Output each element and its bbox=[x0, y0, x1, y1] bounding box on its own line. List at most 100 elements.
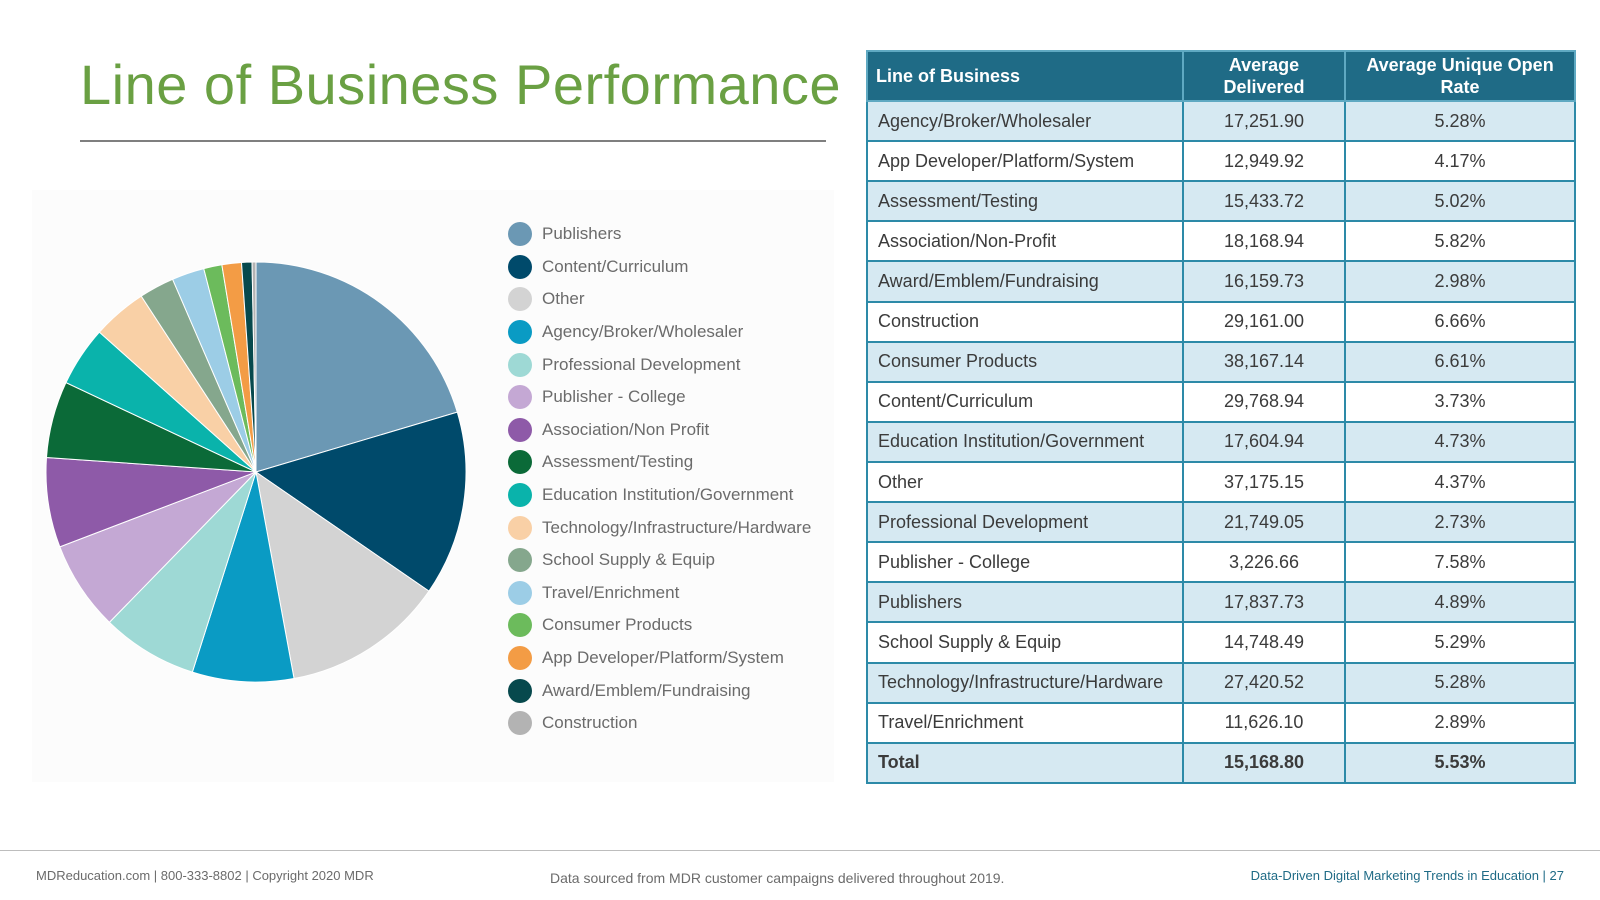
legend-swatch bbox=[508, 678, 532, 703]
title-divider bbox=[80, 140, 826, 142]
footer-contact: MDReducation.com | 800-333-8802 | Copyri… bbox=[36, 868, 374, 883]
footer-report-title: Data-Driven Digital Marketing Trends in … bbox=[1250, 868, 1564, 883]
legend-swatch bbox=[508, 450, 532, 475]
legend-item: Association/Non Profit bbox=[508, 414, 811, 447]
pie-slice-agency-broker-wholesaler bbox=[191, 471, 295, 683]
legend-label: Construction bbox=[542, 713, 638, 733]
cell-line-of-business: Agency/Broker/Wholesaler bbox=[866, 99, 1184, 143]
pie-slice-other bbox=[255, 470, 430, 680]
total-label: Total bbox=[866, 741, 1184, 785]
table-row: Professional Development 21,749.05 2.73% bbox=[866, 501, 1576, 544]
footer-source-note: Data sourced from MDR customer campaigns… bbox=[550, 870, 1005, 886]
cell-open-rate: 3.73% bbox=[1344, 380, 1576, 423]
cell-average-delivered: 29,161.00 bbox=[1182, 300, 1346, 343]
pie-slice-professional-development bbox=[108, 471, 257, 673]
cell-line-of-business: Assessment/Testing bbox=[866, 180, 1184, 223]
cell-line-of-business: Award/Emblem/Fundraising bbox=[866, 260, 1184, 303]
table-row: Publisher - College 3,226.66 7.58% bbox=[866, 541, 1576, 584]
table-row: Publishers 17,837.73 4.89% bbox=[866, 581, 1576, 624]
legend-item: Other bbox=[508, 283, 811, 316]
legend-item: Consumer Products bbox=[508, 609, 811, 642]
cell-open-rate: 6.61% bbox=[1344, 340, 1576, 383]
cell-average-delivered: 17,604.94 bbox=[1182, 420, 1346, 463]
legend-swatch bbox=[508, 613, 532, 638]
cell-open-rate: 2.89% bbox=[1344, 701, 1576, 744]
total-open-rate: 5.53% bbox=[1344, 741, 1576, 785]
legend-label: Publishers bbox=[542, 224, 622, 244]
legend-label: Content/Curriculum bbox=[542, 256, 689, 276]
table-row: Construction 29,161.00 6.66% bbox=[866, 300, 1576, 343]
legend-swatch bbox=[508, 417, 532, 442]
cell-average-delivered: 15,433.72 bbox=[1182, 180, 1346, 223]
pie-slice-content-curriculum bbox=[254, 411, 467, 592]
cell-open-rate: 4.73% bbox=[1344, 420, 1576, 463]
legend-label: Travel/Enrichment bbox=[542, 582, 680, 602]
legend-label: Association/Non Profit bbox=[542, 419, 710, 439]
chart-panel: Publishers Content/Curriculum Other Agency/… bbox=[32, 190, 834, 782]
legend-label: Other bbox=[542, 289, 585, 309]
cell-open-rate: 5.02% bbox=[1344, 180, 1576, 223]
cell-average-delivered: 16,159.73 bbox=[1182, 260, 1346, 303]
legend-swatch bbox=[508, 580, 532, 605]
footer-divider bbox=[0, 850, 1600, 851]
table-header-row: Line of Business Average Delivered Avera… bbox=[866, 50, 1576, 102]
legend-item: Education Institution/Government bbox=[508, 479, 811, 512]
page-title: Line of Business Performance bbox=[80, 53, 842, 116]
cell-open-rate: 5.28% bbox=[1344, 661, 1576, 704]
cell-line-of-business: Other bbox=[866, 460, 1184, 504]
legend-label: Education Institution/Government bbox=[542, 485, 794, 505]
cell-line-of-business: Publisher - College bbox=[866, 541, 1184, 584]
legend-swatch bbox=[508, 254, 532, 279]
cell-average-delivered: 18,168.94 bbox=[1182, 220, 1346, 263]
legend-label: School Supply & Equip bbox=[542, 550, 715, 570]
cell-line-of-business: Education Institution/Government bbox=[866, 420, 1184, 463]
cell-average-delivered: 17,837.73 bbox=[1182, 581, 1346, 624]
cell-average-delivered: 17,251.90 bbox=[1182, 99, 1346, 143]
table-row: Association/Non-Profit 18,168.94 5.82% bbox=[866, 220, 1576, 263]
legend-swatch bbox=[508, 287, 532, 312]
cell-open-rate: 5.28% bbox=[1344, 99, 1576, 143]
table-row: Other 37,175.15 4.37% bbox=[866, 460, 1576, 504]
cell-open-rate: 4.17% bbox=[1344, 140, 1576, 183]
cell-line-of-business: Content/Curriculum bbox=[866, 380, 1184, 423]
legend-swatch bbox=[508, 515, 532, 540]
legend-label: App Developer/Platform/System bbox=[542, 648, 784, 668]
legend-item: Agency/Broker/Wholesaler bbox=[508, 316, 811, 349]
cell-average-delivered: 29,768.94 bbox=[1182, 380, 1346, 423]
cell-line-of-business: App Developer/Platform/System bbox=[866, 140, 1184, 183]
legend-item: Award/Emblem/Fundraising bbox=[508, 674, 811, 707]
legend-swatch bbox=[508, 352, 532, 377]
legend-label: Publisher - College bbox=[542, 387, 686, 407]
table-body: Agency/Broker/Wholesaler 17,251.90 5.28% Ap… bbox=[866, 99, 1576, 785]
pie-slice-construction bbox=[251, 261, 257, 473]
legend-swatch bbox=[508, 483, 532, 508]
table-row: Education Institution/Government 17,604.9… bbox=[866, 420, 1576, 463]
legend-item: Publisher - College bbox=[508, 381, 811, 414]
cell-average-delivered: 38,167.14 bbox=[1182, 340, 1346, 383]
legend-item: Technology/Infrastructure/Hardware bbox=[508, 511, 811, 544]
line-of-business-table: Line of Business Average Delivered Avera… bbox=[866, 50, 1576, 785]
cell-open-rate: 5.82% bbox=[1344, 220, 1576, 263]
table-row: Consumer Products 38,167.14 6.61% bbox=[866, 340, 1576, 383]
table-row: Agency/Broker/Wholesaler 17,251.90 5.28% bbox=[866, 99, 1576, 143]
legend-label: Agency/Broker/Wholesaler bbox=[542, 322, 744, 342]
legend-label: Assessment/Testing bbox=[542, 452, 694, 472]
col-header-average-open-rate: Average Unique Open Rate bbox=[1344, 50, 1576, 102]
cell-line-of-business: Professional Development bbox=[866, 501, 1184, 544]
legend-swatch bbox=[508, 548, 532, 573]
cell-open-rate: 6.66% bbox=[1344, 300, 1576, 343]
cell-line-of-business: Travel/Enrichment bbox=[866, 701, 1184, 744]
legend-item: Content/Curriculum bbox=[508, 251, 811, 284]
legend-label: Consumer Products bbox=[542, 615, 693, 635]
col-header-line-of-business: Line of Business bbox=[866, 50, 1184, 102]
cell-average-delivered: 37,175.15 bbox=[1182, 460, 1346, 504]
cell-average-delivered: 3,226.66 bbox=[1182, 541, 1346, 584]
legend-label: Professional Development bbox=[542, 354, 741, 374]
table-row: Award/Emblem/Fundraising 16,159.73 2.98% bbox=[866, 260, 1576, 303]
legend-item: Construction bbox=[508, 707, 811, 740]
table-row: Content/Curriculum 29,768.94 3.73% bbox=[866, 380, 1576, 423]
cell-open-rate: 7.58% bbox=[1344, 541, 1576, 584]
table-row: Travel/Enrichment 11,626.10 2.89% bbox=[866, 701, 1576, 744]
legend-item: Assessment/Testing bbox=[508, 446, 811, 479]
total-average-delivered: 15,168.80 bbox=[1182, 741, 1346, 785]
